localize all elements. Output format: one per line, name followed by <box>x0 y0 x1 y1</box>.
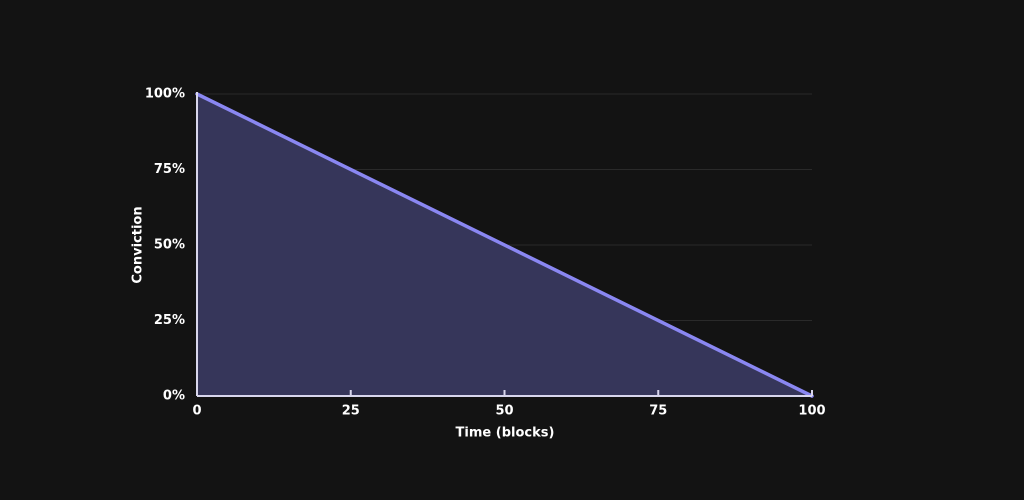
x-tick-label: 50 <box>495 404 513 419</box>
y-tick-label: 75% <box>154 162 185 177</box>
line <box>195 92 814 398</box>
y-tick-label: 100% <box>145 87 185 102</box>
x-tick-label: 25 <box>342 404 360 419</box>
y-tick-label: 0% <box>163 389 185 404</box>
y-tick-label: 25% <box>154 313 185 328</box>
x-tick-label: 0 <box>192 404 201 419</box>
x-tick-label: 100 <box>798 404 825 419</box>
x-axis-label: Time (blocks) <box>456 426 555 441</box>
y-tick-label: 50% <box>154 238 185 253</box>
x-tick-label: 75 <box>649 404 667 419</box>
y-axis-label: Conviction <box>131 206 146 283</box>
